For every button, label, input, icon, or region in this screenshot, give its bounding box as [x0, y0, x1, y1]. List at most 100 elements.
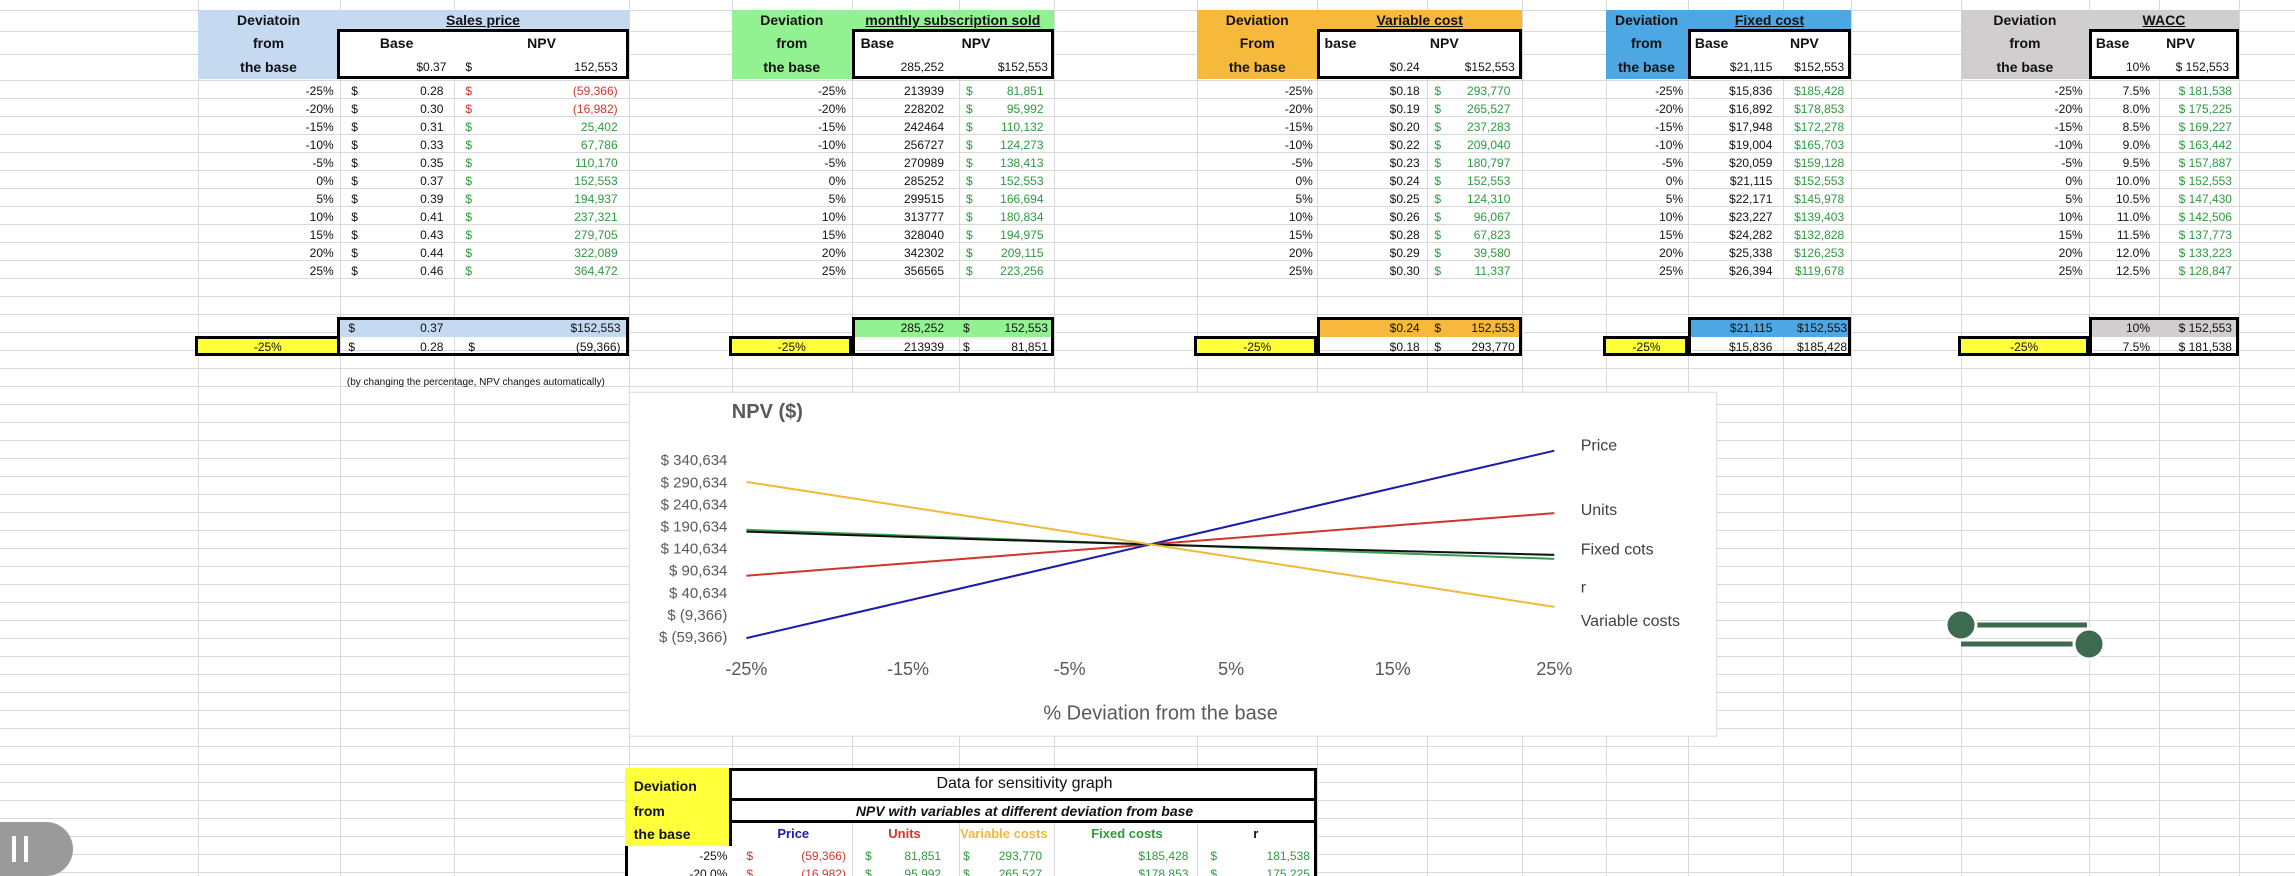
cell: $: [351, 263, 358, 278]
slider-icon[interactable]: [1944, 608, 2106, 661]
base-value: $152,553: [997, 60, 1048, 75]
table-title: WACC: [2142, 12, 2186, 29]
cell: 152,553: [1000, 173, 1044, 188]
cell: $: [1434, 245, 1441, 260]
cell: $: [746, 849, 754, 864]
pause-button[interactable]: [0, 822, 73, 876]
cell: $22,171: [1729, 191, 1773, 206]
cell: $: [746, 867, 754, 876]
column-header: NPV: [2166, 35, 2195, 52]
cell: $: [465, 227, 473, 242]
header-label: the base: [1996, 59, 2054, 76]
title-fill: [336, 10, 630, 31]
cell: 299515: [903, 191, 945, 206]
grid-line: [0, 97, 2295, 99]
summary-cell: 0.37: [420, 320, 444, 335]
cell: $: [963, 867, 970, 876]
summary-cell: 285,252: [900, 320, 945, 335]
summary-box: [1317, 316, 1523, 356]
cell: 25%: [821, 263, 846, 278]
cell: $0.18: [1389, 83, 1420, 98]
cell: 9.0%: [2122, 137, 2151, 152]
cell: $17,948: [1729, 119, 1773, 134]
cell: 5%: [2065, 191, 2083, 206]
header-label: the base: [1228, 59, 1286, 76]
summary-fill: [1687, 317, 1852, 337]
cell: $16,892: [1729, 101, 1773, 116]
grid-line: [0, 295, 2295, 297]
summary-cell: 293,770: [1471, 339, 1515, 354]
column-header: Price: [777, 826, 810, 842]
cell: 20%: [309, 245, 334, 260]
cell: 39,580: [1473, 245, 1511, 260]
table-subtitle: NPV with variables at different deviatio…: [855, 802, 1194, 819]
column-header: NPV: [1789, 35, 1819, 52]
grid-line: [0, 331, 2295, 333]
header-label: the base: [633, 826, 691, 843]
column-header: Base: [379, 35, 414, 52]
cell: 0.41: [420, 209, 444, 224]
column-header: Base: [860, 35, 895, 52]
cell: $: [965, 155, 973, 170]
cell: 194,975: [1000, 227, 1044, 242]
grid-line: [2239, 0, 2241, 876]
cell: $ 152,553: [2178, 173, 2232, 188]
cell: $: [351, 173, 358, 188]
base-value: $: [465, 60, 473, 75]
cell: $ 169,227: [2178, 119, 2232, 134]
cell: $0.19: [1389, 101, 1420, 116]
pause-bar: [24, 836, 28, 862]
header-fill: [1197, 10, 1318, 80]
cell: 265,527: [1467, 101, 1511, 116]
summary-cell: $: [468, 339, 476, 354]
cell: 25%: [2058, 263, 2083, 278]
cell: 0.33: [420, 137, 444, 152]
cell: 67,823: [1473, 227, 1511, 242]
title-fill: [1317, 10, 1523, 31]
cell: 0.44: [420, 245, 444, 260]
y-tick-label: $ 240,634: [661, 496, 728, 513]
slider-knob: [2072, 627, 2106, 661]
header-box: [1317, 29, 1523, 80]
cell: $ 175,225: [2178, 101, 2232, 116]
cell: $119,678: [1794, 263, 1845, 278]
cell: (59,366): [801, 849, 846, 864]
cell: $: [1434, 227, 1441, 242]
cell: 81,851: [1006, 83, 1044, 98]
cell: 20%: [1288, 245, 1313, 260]
cell: 25%: [1288, 263, 1313, 278]
cell: $: [965, 209, 973, 224]
base-value: $ 152,553: [2175, 60, 2230, 75]
header-box: [851, 29, 1054, 80]
cell: -20.0%: [689, 867, 728, 876]
cell: 279,705: [574, 227, 618, 242]
cell: 10.5%: [2115, 191, 2151, 206]
base-value: $152,553: [1464, 60, 1515, 75]
summary-cell: $21,115: [1729, 320, 1773, 335]
cell: 5%: [1665, 191, 1684, 206]
cell: 293,770: [1467, 83, 1511, 98]
column-header: NPV: [527, 35, 556, 52]
grid-line: [0, 313, 2295, 315]
cell: 166,694: [1000, 191, 1044, 206]
cell: -5%: [824, 155, 846, 170]
pause-bar: [12, 836, 16, 862]
note: (by changing the percentage, NPV changes…: [346, 377, 605, 389]
cell: $172,278: [1794, 119, 1845, 134]
summary-box: [2088, 316, 2240, 356]
x-tick-label: -5%: [1054, 659, 1086, 679]
cell: -15%: [1284, 119, 1313, 134]
summary-cell: $0.18: [1389, 339, 1420, 354]
cell: $178,853: [1794, 101, 1845, 116]
input-cell: [1958, 335, 2089, 356]
cell: $: [465, 209, 473, 224]
cell: -15%: [2054, 119, 2083, 134]
summary-cell: $15,836: [1729, 339, 1773, 354]
cell: 10%: [309, 209, 334, 224]
cell: $0.24: [1389, 173, 1420, 188]
column-header: NPV: [1429, 35, 1459, 52]
grid-line: [197, 0, 199, 876]
cell: 7.5%: [2122, 83, 2151, 98]
